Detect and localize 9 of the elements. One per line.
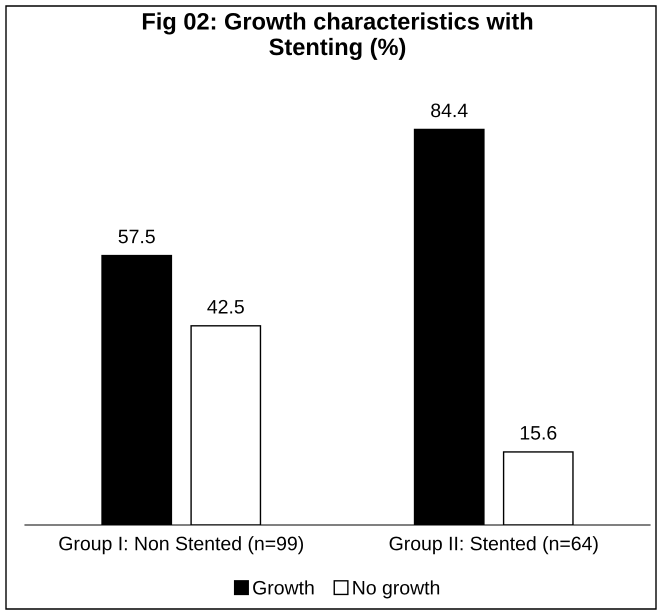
legend-label: Growth <box>253 580 314 595</box>
data-label: 57.5 <box>118 230 155 244</box>
data-label: 84.4 <box>431 104 468 118</box>
x-tick-label: Group II: Stented (n=64) <box>390 536 598 554</box>
data-label: 15.6 <box>520 426 556 440</box>
data-label: 42.5 <box>207 300 244 314</box>
chart-title: Fig 02: Growth characteristics with Stenting (%) <box>142 12 532 60</box>
legend-label: No growth <box>353 580 440 598</box>
x-tick-label: Group I: Non Stented (n=99) <box>59 536 304 554</box>
